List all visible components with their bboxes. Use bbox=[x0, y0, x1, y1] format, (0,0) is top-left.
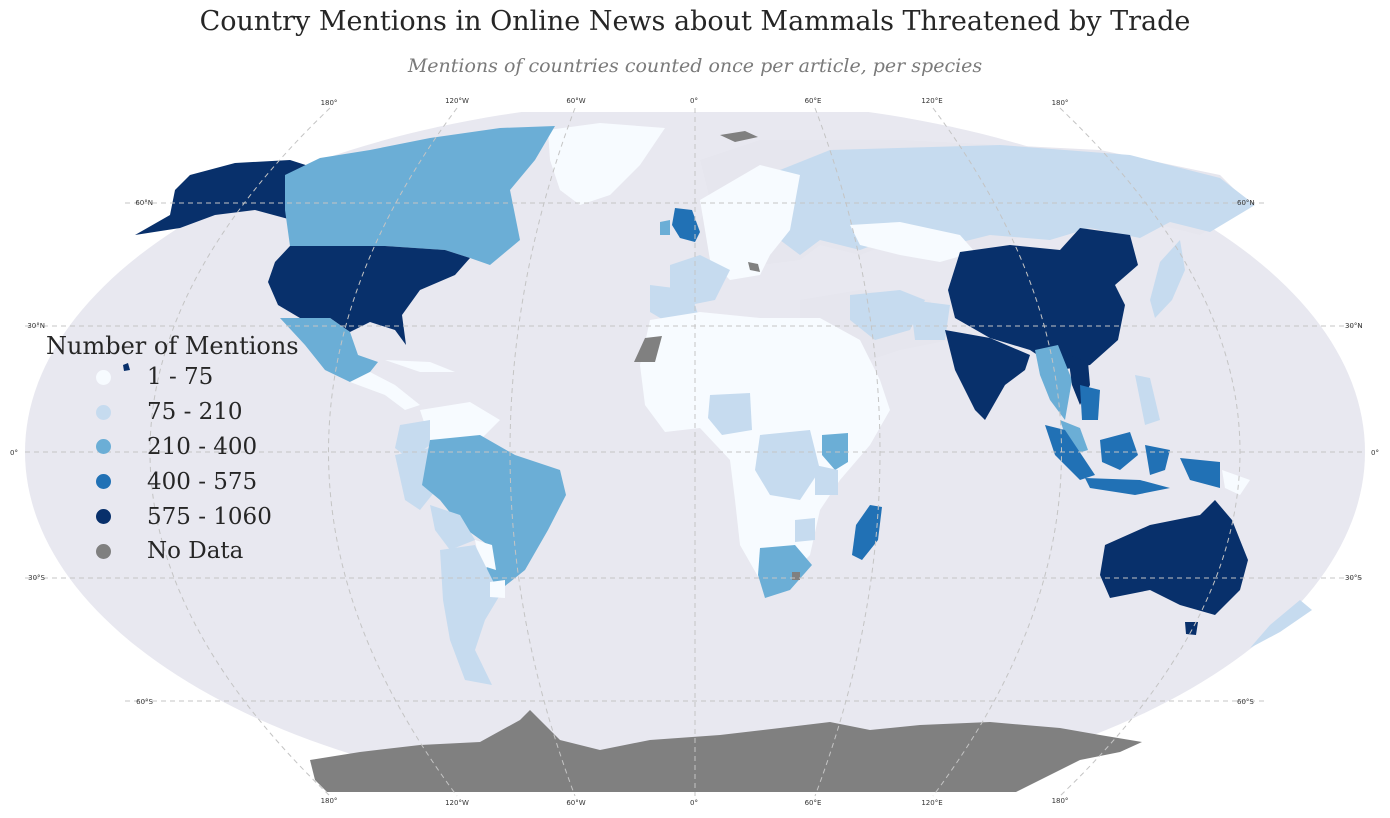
tick-lat-right: 60°N bbox=[1237, 199, 1255, 207]
lon-ticks-bottom: 180° 120°W 60°W 0° 60°E 120°E 180° bbox=[321, 797, 1069, 807]
tick-lat-left: 0° bbox=[10, 449, 18, 457]
tick-lat-left: 60°S bbox=[136, 698, 153, 706]
legend-swatch bbox=[96, 404, 111, 420]
region-europe-other bbox=[700, 165, 800, 280]
region-indonesia-java bbox=[1085, 478, 1170, 495]
region-greenland bbox=[548, 123, 665, 205]
legend-item: 1 - 75 bbox=[96, 360, 299, 395]
region-thailand bbox=[1035, 345, 1072, 420]
legend-title: Number of Mentions bbox=[46, 332, 299, 360]
graticule bbox=[25, 107, 1365, 797]
legend-swatch bbox=[96, 369, 111, 385]
region-western-sahara bbox=[634, 336, 662, 362]
tick-lon-bottom: 60°W bbox=[566, 799, 585, 807]
region-congo bbox=[755, 430, 820, 500]
region-brazil bbox=[422, 435, 566, 590]
region-tanzania bbox=[815, 465, 838, 495]
tick-lon-bottom: 0° bbox=[690, 799, 698, 807]
legend-label: No Data bbox=[147, 538, 244, 565]
tick-lat-right: 0° bbox=[1371, 449, 1379, 457]
legend-label: 1 - 75 bbox=[147, 364, 214, 391]
region-pakistan bbox=[910, 300, 950, 340]
region-india bbox=[945, 330, 1030, 420]
region-zimbabwe bbox=[795, 518, 815, 542]
region-svalbard bbox=[720, 131, 758, 142]
region-pacific-islands bbox=[1222, 470, 1250, 495]
legend-label: 75 - 210 bbox=[147, 399, 243, 426]
tick-lat-right: 60°S bbox=[1237, 698, 1254, 706]
tick-lon-bottom: 60°E bbox=[805, 799, 822, 807]
tick-lon-bottom: 180° bbox=[321, 797, 338, 805]
region-tasmania bbox=[1185, 622, 1198, 635]
region-united-kingdom bbox=[672, 208, 700, 242]
region-hawaii bbox=[123, 363, 130, 371]
legend-swatch bbox=[96, 439, 111, 455]
region-uruguay bbox=[490, 580, 505, 598]
legend-label: 575 - 1060 bbox=[147, 503, 272, 530]
legend-label: 210 - 400 bbox=[147, 433, 258, 460]
region-central-america bbox=[350, 372, 420, 410]
region-australia bbox=[1100, 500, 1248, 615]
region-new-zealand bbox=[1250, 600, 1312, 648]
legend: Number of Mentions 1 - 75 75 - 210 210 - 4… bbox=[46, 332, 299, 569]
region-argentina bbox=[440, 545, 500, 685]
tick-lon-top: 120°W bbox=[445, 97, 469, 105]
region-antarctica bbox=[310, 710, 1142, 792]
tick-lon-bottom: 180° bbox=[1052, 797, 1069, 805]
region-new-guinea bbox=[1180, 458, 1220, 488]
region-caribbean bbox=[385, 360, 455, 372]
region-ireland bbox=[660, 220, 670, 235]
region-south-america-north bbox=[420, 402, 500, 440]
legend-item: 400 - 575 bbox=[96, 464, 299, 499]
legend-item: 575 - 1060 bbox=[96, 499, 299, 534]
legend-items: 1 - 75 75 - 210 210 - 400 400 - 575 575 - 10… bbox=[46, 360, 299, 569]
region-mexico bbox=[280, 318, 378, 382]
tick-lon-top: 180° bbox=[1052, 99, 1069, 107]
region-china bbox=[948, 228, 1138, 370]
tick-lat-right: 30°S bbox=[1345, 574, 1362, 582]
lon-ticks-top: 180° 120°W 60°W 0° 60°E 120°E 180° bbox=[321, 97, 1069, 107]
map-subtitle: Mentions of countries counted once per a… bbox=[407, 55, 983, 77]
legend-swatch bbox=[96, 543, 111, 559]
legend-swatch bbox=[96, 509, 111, 525]
lat-ticks-left: 60°N 30°N 0° 30°S 60°S bbox=[10, 199, 154, 706]
region-lesotho bbox=[792, 572, 800, 580]
tick-lat-right: 30°N bbox=[1345, 322, 1363, 330]
tick-lon-top: 0° bbox=[690, 97, 698, 105]
region-japan bbox=[1150, 240, 1185, 318]
region-mongolia bbox=[850, 222, 975, 262]
region-indonesia-borneo bbox=[1100, 432, 1138, 470]
legend-item: No Data bbox=[96, 534, 299, 569]
legend-label: 400 - 575 bbox=[147, 468, 258, 495]
region-united-states bbox=[268, 246, 470, 345]
region-alaska bbox=[135, 160, 315, 235]
legend-item: 75 - 210 bbox=[96, 395, 299, 430]
tick-lon-top: 60°W bbox=[566, 97, 585, 105]
tick-lon-top: 120°E bbox=[921, 97, 942, 105]
tick-lon-top: 60°E bbox=[805, 97, 822, 105]
tick-lon-bottom: 120°E bbox=[921, 799, 942, 807]
region-malaysia bbox=[1060, 420, 1088, 455]
lat-ticks-right: 60°N 30°N 0° 30°S 60°S bbox=[1237, 199, 1379, 706]
region-south-africa bbox=[758, 545, 812, 598]
map-title: Country Mentions in Online News about Ma… bbox=[199, 6, 1191, 37]
region-canada bbox=[285, 126, 555, 265]
region-madagascar bbox=[852, 505, 882, 560]
tick-lon-bottom: 120°W bbox=[445, 799, 469, 807]
region-nigeria bbox=[708, 393, 752, 435]
region-philippines bbox=[1135, 375, 1160, 425]
region-kosovo bbox=[748, 262, 760, 272]
region-laos-cambodia bbox=[1080, 385, 1100, 420]
tick-lat-left: 60°N bbox=[135, 199, 153, 207]
tick-lat-left: 30°N bbox=[27, 322, 45, 330]
region-iran bbox=[850, 290, 925, 340]
region-bolivia bbox=[430, 505, 475, 550]
legend-item: 210 - 400 bbox=[96, 430, 299, 465]
tick-lat-left: 30°S bbox=[28, 574, 45, 582]
legend-swatch bbox=[96, 474, 111, 490]
tick-lon-top: 180° bbox=[321, 99, 338, 107]
